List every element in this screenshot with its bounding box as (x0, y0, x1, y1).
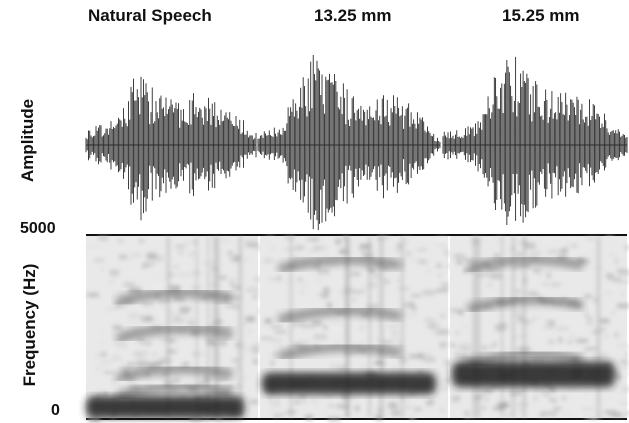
formant-band-1 (466, 349, 584, 369)
waveform-trace (442, 56, 628, 225)
title-15-25-mm: 15.25 mm (502, 6, 580, 25)
spectrogram-panel-2 (260, 236, 456, 422)
frequency-axis-label: Frequency (Hz) (20, 263, 39, 387)
frequency-tick-0: 0 (51, 402, 60, 419)
waveform-trace (257, 55, 441, 230)
spectrogram-panel-3 (450, 236, 629, 422)
formant-band-3 (115, 323, 234, 344)
waveform-series-2 (257, 55, 441, 230)
waveform-trace (85, 76, 257, 221)
formant-band-2 (277, 305, 403, 326)
formant-band-3 (277, 254, 403, 275)
title-natural-speech: Natural Speech (88, 6, 212, 25)
frequency-tick-5000: 5000 (20, 220, 56, 237)
formant-band-2 (115, 363, 234, 384)
low-frequency-band (452, 361, 615, 388)
formant-band-4 (115, 287, 234, 308)
formant-band-3 (466, 254, 584, 275)
waveform-series-1 (85, 76, 257, 221)
formant-band-2 (466, 294, 584, 315)
amplitude-axis-label: Amplitude (18, 98, 37, 182)
formant-band-1 (115, 381, 234, 402)
title-13-25-mm: 13.25 mm (314, 6, 392, 25)
low-frequency-band (262, 372, 436, 395)
low-frequency-band (86, 396, 245, 418)
waveform-series-3 (442, 56, 628, 225)
formant-band-1 (277, 341, 403, 362)
spectrogram-panel-1 (86, 236, 269, 423)
